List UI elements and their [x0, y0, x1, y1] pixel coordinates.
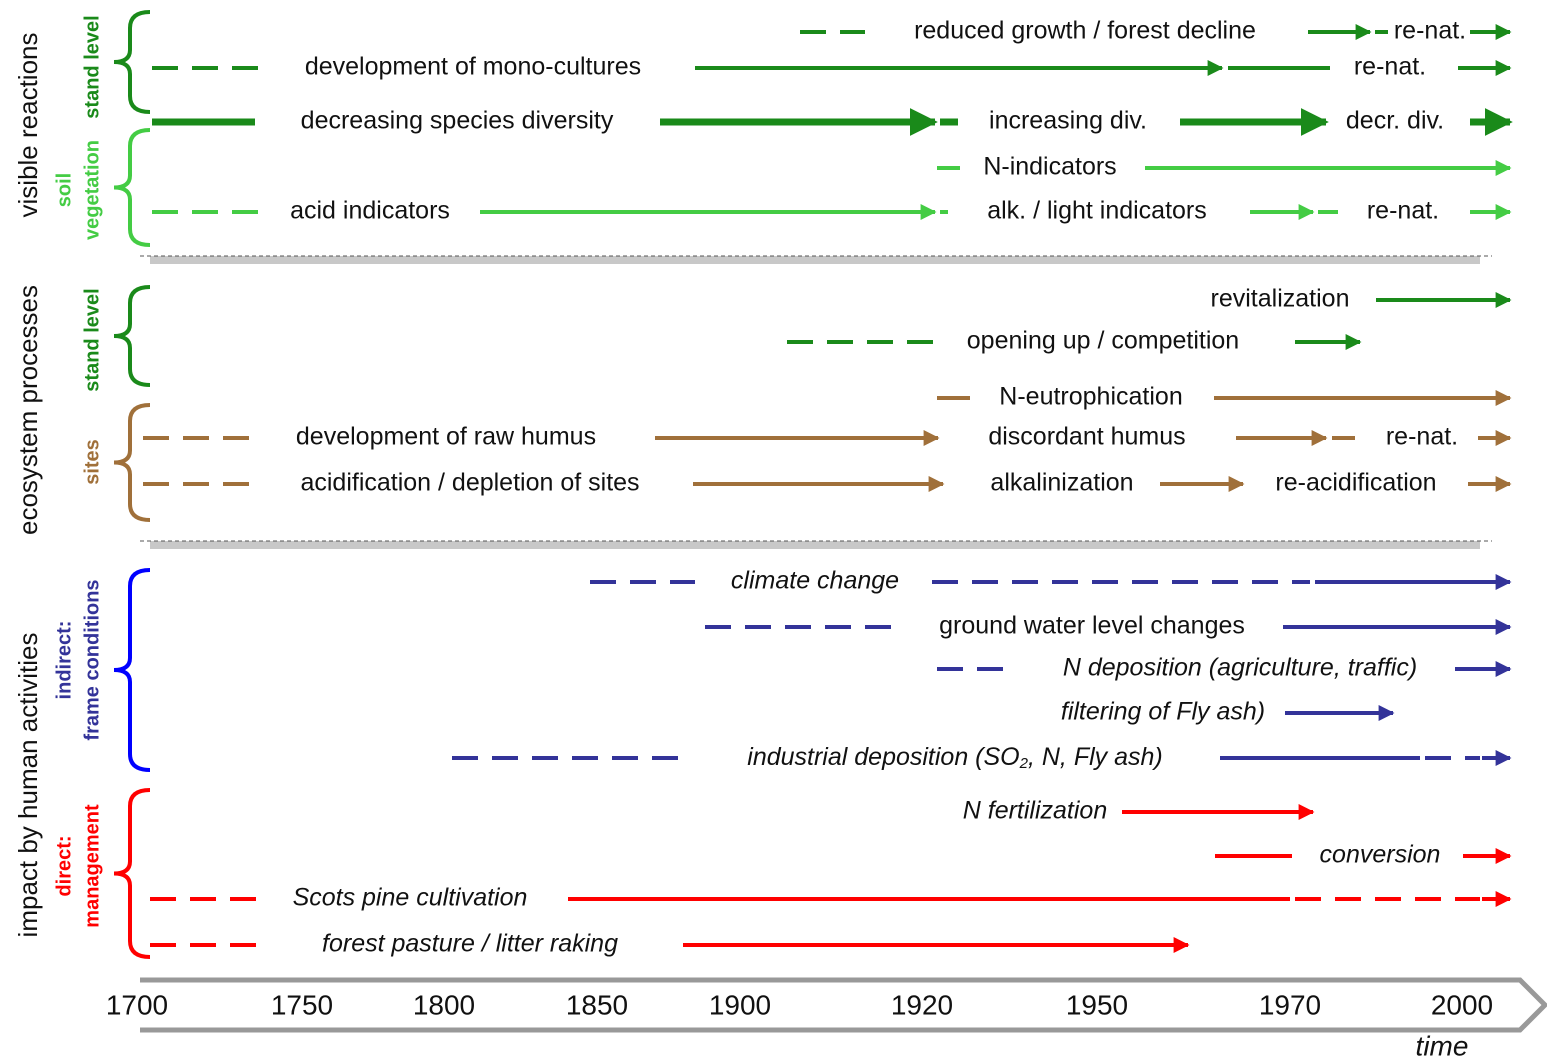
group-label: stand level — [81, 288, 103, 391]
row-label: filtering of Fly ash) — [1061, 698, 1265, 726]
side-label: visible reactions — [13, 33, 43, 218]
row-label: N-indicators — [983, 153, 1116, 181]
subscript: 2 — [1019, 755, 1029, 772]
group-label: direct: — [53, 835, 75, 896]
brace — [113, 568, 151, 772]
row-label: decr. div. — [1346, 107, 1444, 135]
group-label: vegetation — [81, 140, 103, 240]
row-label: alk. / light indicators — [987, 197, 1207, 225]
row-label: discordant humus — [988, 423, 1185, 451]
axis-tick-label: 1950 — [1066, 989, 1128, 1020]
group-label: indirect: — [53, 621, 75, 700]
brace — [113, 403, 151, 522]
side-label: impact by human activities — [13, 633, 43, 938]
row-label: conversion — [1320, 841, 1441, 869]
row-label: acidification / depletion of sites — [300, 469, 639, 497]
row-label: re-nat. — [1354, 53, 1426, 81]
group-label: management — [81, 804, 103, 928]
row-label: increasing div. — [989, 107, 1147, 135]
row-label-part: industrial deposition (SO — [747, 743, 1019, 771]
row-label: N fertilization — [963, 797, 1108, 825]
row-label: ground water level changes — [939, 612, 1245, 640]
row-label: N-eutrophication — [999, 383, 1182, 411]
row-label: N deposition (agriculture, traffic) — [1063, 654, 1417, 682]
axis-tick-label: 1900 — [709, 989, 771, 1020]
group-label: frame conditions — [81, 579, 103, 740]
group-label: stand level — [81, 15, 103, 118]
row-label: industrial deposition (SO2, N, Fly ash) — [747, 743, 1162, 772]
brace — [113, 285, 151, 387]
row-label-part: , N, Fly ash) — [1028, 743, 1163, 771]
row-label: re-acidification — [1275, 469, 1436, 497]
row-label: decreasing species diversity — [301, 107, 614, 135]
row-label: acid indicators — [290, 197, 450, 225]
row-label: development of mono-cultures — [305, 53, 641, 81]
brace — [113, 128, 151, 247]
axis-label: time — [1416, 1030, 1469, 1061]
row-label: re-nat. — [1367, 197, 1439, 225]
brace — [113, 10, 151, 114]
group-label: sites — [81, 439, 103, 485]
axis-tick-label: 1750 — [271, 989, 333, 1020]
group-label: soil — [53, 173, 75, 207]
time-axis — [140, 977, 1547, 1033]
row-label: re-nat. — [1386, 423, 1458, 451]
axis-tick-label: 1920 — [891, 989, 953, 1020]
axis-tick-label: 1700 — [106, 989, 168, 1020]
row-label: re-nat. — [1394, 17, 1466, 45]
row-label: forest pasture / litter raking — [322, 930, 618, 958]
brace — [113, 788, 151, 959]
axis-tick-label: 1850 — [566, 989, 628, 1020]
axis-tick-label: 1800 — [413, 989, 475, 1020]
row-label: revitalization — [1211, 285, 1350, 313]
axis-tick-label: 1970 — [1259, 989, 1321, 1020]
side-label: ecosystem processes — [13, 285, 43, 535]
row-label: alkalinization — [990, 469, 1133, 497]
row-label: reduced growth / forest decline — [914, 17, 1256, 45]
row-label: climate change — [731, 567, 899, 595]
axis-tick-label: 2000 — [1431, 989, 1493, 1020]
row-label: Scots pine cultivation — [293, 884, 528, 912]
row-label: opening up / competition — [967, 327, 1239, 355]
row-label: development of raw humus — [296, 423, 596, 451]
